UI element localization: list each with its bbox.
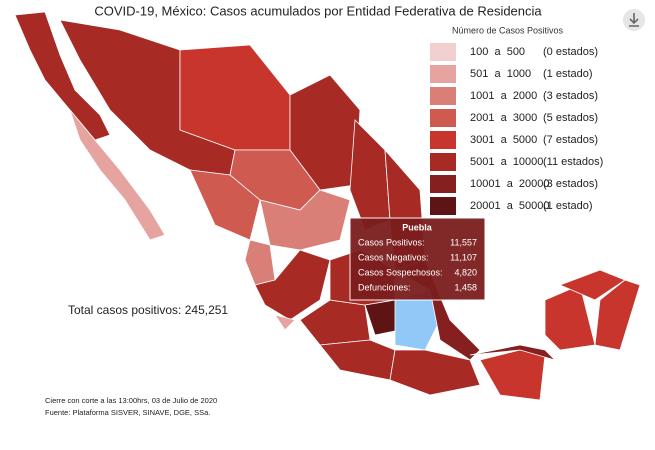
legend-range: 501 a 1000	[470, 68, 531, 80]
legend-swatch	[430, 153, 456, 171]
tooltip-value: 4,820	[454, 267, 477, 277]
legend-count: (1 estado)	[543, 200, 593, 212]
colima	[274, 314, 296, 331]
footnote: Cierre con corte a las 13:00hrs, 03 de J…	[45, 396, 217, 405]
guerrero	[319, 339, 396, 381]
legend-range: 100 a 500	[470, 46, 525, 58]
sinaloa	[189, 169, 261, 241]
tooltip-value: 11,107	[450, 252, 477, 262]
legend-swatch	[430, 131, 456, 149]
total-cases: Total casos positivos: 245,251	[68, 303, 228, 317]
chihuahua	[179, 44, 291, 151]
legend-swatch	[430, 197, 456, 215]
tooltip-label: Casos Negativos:	[358, 252, 429, 262]
legend-count: (3 estados)	[543, 178, 598, 190]
legend-range: 2001 a 3000	[470, 112, 537, 124]
quintana-roo	[594, 279, 641, 351]
tooltip: Puebla	[349, 217, 486, 301]
oaxaca	[389, 349, 481, 396]
baja-california-sur	[69, 109, 166, 241]
tooltip-value: 11,557	[450, 237, 477, 247]
legend-count: (5 estados)	[543, 112, 598, 124]
michoacan	[299, 299, 371, 346]
legend-range: 1001 a 2000	[470, 90, 537, 102]
legend-swatch	[430, 109, 456, 127]
legend-swatch	[430, 175, 456, 193]
tooltip-state: Puebla	[402, 222, 433, 232]
tooltip-label: Casos Positivos:	[358, 237, 425, 247]
nayarit	[244, 239, 276, 286]
footnote: Fuente: Plataforma SISVER, SINAVE, DGE, …	[45, 408, 210, 417]
legend-swatch	[430, 43, 456, 61]
tooltip-label: Casos Sospechosos:	[358, 267, 443, 277]
chiapas	[479, 349, 546, 401]
tooltip-value: 1,458	[454, 282, 477, 292]
legend-title: Número de Casos Positivos	[452, 25, 564, 35]
legend-swatch	[430, 65, 456, 83]
download-button[interactable]	[623, 9, 645, 31]
legend-swatch	[430, 87, 456, 105]
legend-range: 5001 a 10000	[470, 156, 543, 168]
legend-range: 10001 a 20000	[470, 178, 550, 190]
jalisco	[254, 249, 331, 321]
title: COVID-19, México: Casos acumulados por E…	[94, 3, 542, 18]
legend-count: (7 estados)	[543, 134, 598, 146]
legend-count: (11 estados)	[543, 156, 603, 168]
tooltip-label: Defunciones:	[358, 282, 411, 292]
legend-count: (0 estados)	[543, 46, 598, 58]
tabasco	[469, 344, 557, 361]
nuevo-leon	[349, 119, 391, 231]
legend-count: (1 estado)	[543, 68, 593, 80]
legend-range: 20001 a 50000	[470, 200, 550, 212]
baja-california	[14, 11, 111, 141]
legend-count: (3 estados)	[543, 90, 598, 102]
zacatecas	[259, 189, 351, 251]
legend-range: 3001 a 5000	[470, 134, 537, 146]
